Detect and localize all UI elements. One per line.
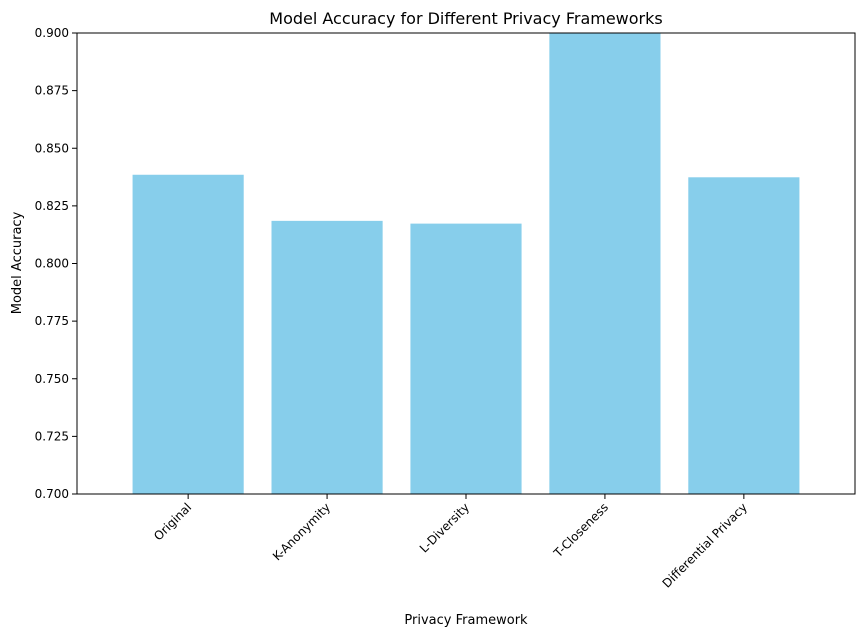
bars-layer xyxy=(132,33,800,495)
y-tick-label: 0.800 xyxy=(35,257,69,271)
x-tick-label: T-Closeness xyxy=(550,500,611,561)
bar-original xyxy=(132,174,244,494)
plot-frame xyxy=(76,32,856,495)
bar-k-anonymity xyxy=(271,220,383,495)
x-axis: Original K-Anonymity L-Diversity T-Closenes… xyxy=(151,494,750,591)
x-tick-label: Differential Privacy xyxy=(660,500,750,590)
bar-t-closeness xyxy=(549,33,661,494)
x-tick-label: Original xyxy=(151,500,194,543)
chart-title: Model Accuracy for Different Privacy Fra… xyxy=(269,9,662,28)
y-axis-label: Model Accuracy xyxy=(10,211,25,314)
x-tick-label: K-Anonymity xyxy=(270,500,333,563)
y-tick-label: 0.700 xyxy=(35,487,69,501)
y-tick-label: 0.725 xyxy=(35,429,69,443)
y-axis: 0.700 0.725 0.750 0.775 0.800 0.825 0.850 0.875… xyxy=(35,26,77,501)
y-tick-label: 0.850 xyxy=(35,141,69,155)
bar-l-diversity xyxy=(410,223,522,494)
y-tick-label: 0.825 xyxy=(35,199,69,213)
bar-differential-privacy xyxy=(688,177,800,495)
x-axis-label: Privacy Framework xyxy=(404,613,528,628)
y-tick-label: 0.750 xyxy=(35,372,69,386)
x-tick-label: L-Diversity xyxy=(417,500,472,555)
y-tick-label: 0.775 xyxy=(35,314,69,328)
y-tick-label: 0.900 xyxy=(35,26,69,40)
y-tick-label: 0.875 xyxy=(35,84,69,98)
